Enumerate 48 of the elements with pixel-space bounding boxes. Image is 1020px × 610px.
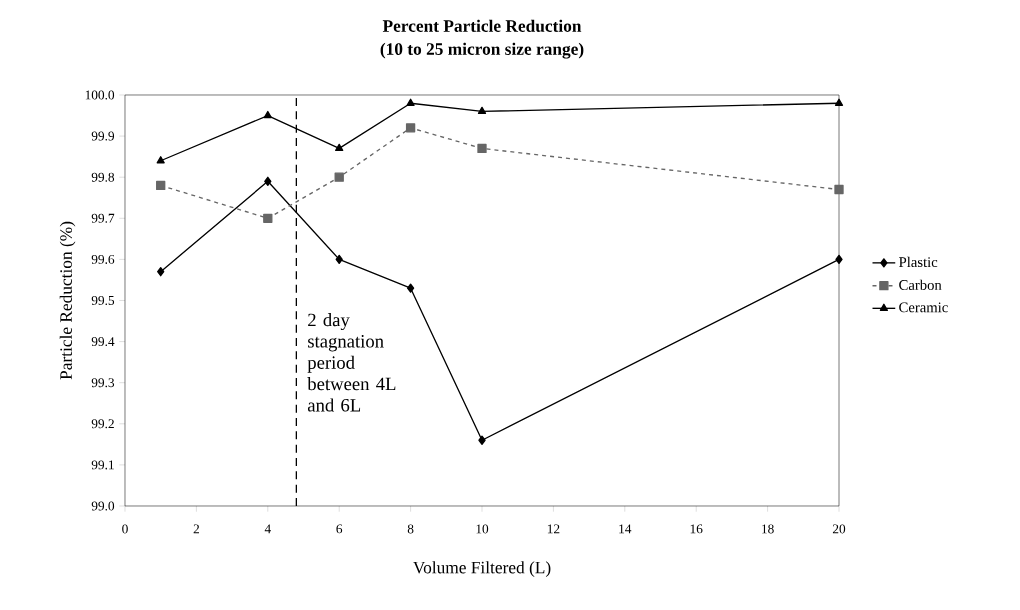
- x-tick-label: 12: [547, 524, 560, 534]
- point: [406, 98, 415, 106]
- point: [156, 156, 165, 164]
- x-tick-label: 0: [122, 524, 128, 534]
- y-tick-label: 99.2: [91, 419, 114, 429]
- x-tick-label: 2: [193, 524, 200, 534]
- ref-line-label: 2 day stagnation period between 4L and 6L: [307, 313, 396, 412]
- y-tick-label: 99.8: [91, 172, 115, 182]
- point: [405, 123, 416, 133]
- y-tick-label: 99.5: [91, 295, 115, 305]
- point: [263, 213, 273, 223]
- x-tick-label: 8: [407, 524, 414, 534]
- point: [264, 176, 272, 186]
- x-tick-label: 10: [476, 524, 489, 534]
- point: [406, 283, 415, 293]
- point: [157, 267, 165, 277]
- point: [834, 98, 844, 106]
- chart-subtitle: (10 to 25 micron size range): [380, 42, 584, 59]
- x-tick-label: 6: [336, 524, 343, 534]
- y-tick-label: 99.1: [91, 460, 114, 470]
- x-tick-label: 20: [832, 524, 846, 534]
- y-tick-label: 100.0: [85, 90, 115, 100]
- point: [477, 143, 487, 154]
- y-tick-label: 99.3: [91, 378, 115, 388]
- point: [335, 143, 344, 152]
- y-tick-label: 99.6: [91, 254, 115, 264]
- legend-label: Ceramic: [899, 302, 948, 313]
- y-tick-label: 99.0: [91, 501, 115, 511]
- x-tick-label: 14: [619, 524, 632, 534]
- point: [334, 172, 344, 182]
- point: [156, 180, 166, 191]
- point: [335, 254, 343, 265]
- point: [263, 110, 272, 119]
- x-tick-label: 18: [762, 524, 774, 534]
- x-axis-title: Volume Filtered (L): [413, 561, 551, 577]
- y-tick-label: 99.9: [91, 131, 115, 141]
- point: [835, 254, 843, 265]
- y-tick-label: 99.7: [91, 213, 115, 223]
- x-tick-label: 4: [264, 524, 271, 534]
- x-tick-label: 16: [690, 524, 703, 534]
- y-axis-title: Particle Reduction (%): [59, 221, 76, 380]
- legend-label: Plastic: [899, 256, 938, 268]
- legend-label: Carbon: [899, 279, 942, 290]
- chart-title: Percent Particle Reduction: [382, 19, 582, 32]
- y-tick-label: 99.4: [91, 337, 115, 347]
- point: [477, 106, 487, 115]
- point: [834, 184, 844, 195]
- point: [478, 435, 486, 445]
